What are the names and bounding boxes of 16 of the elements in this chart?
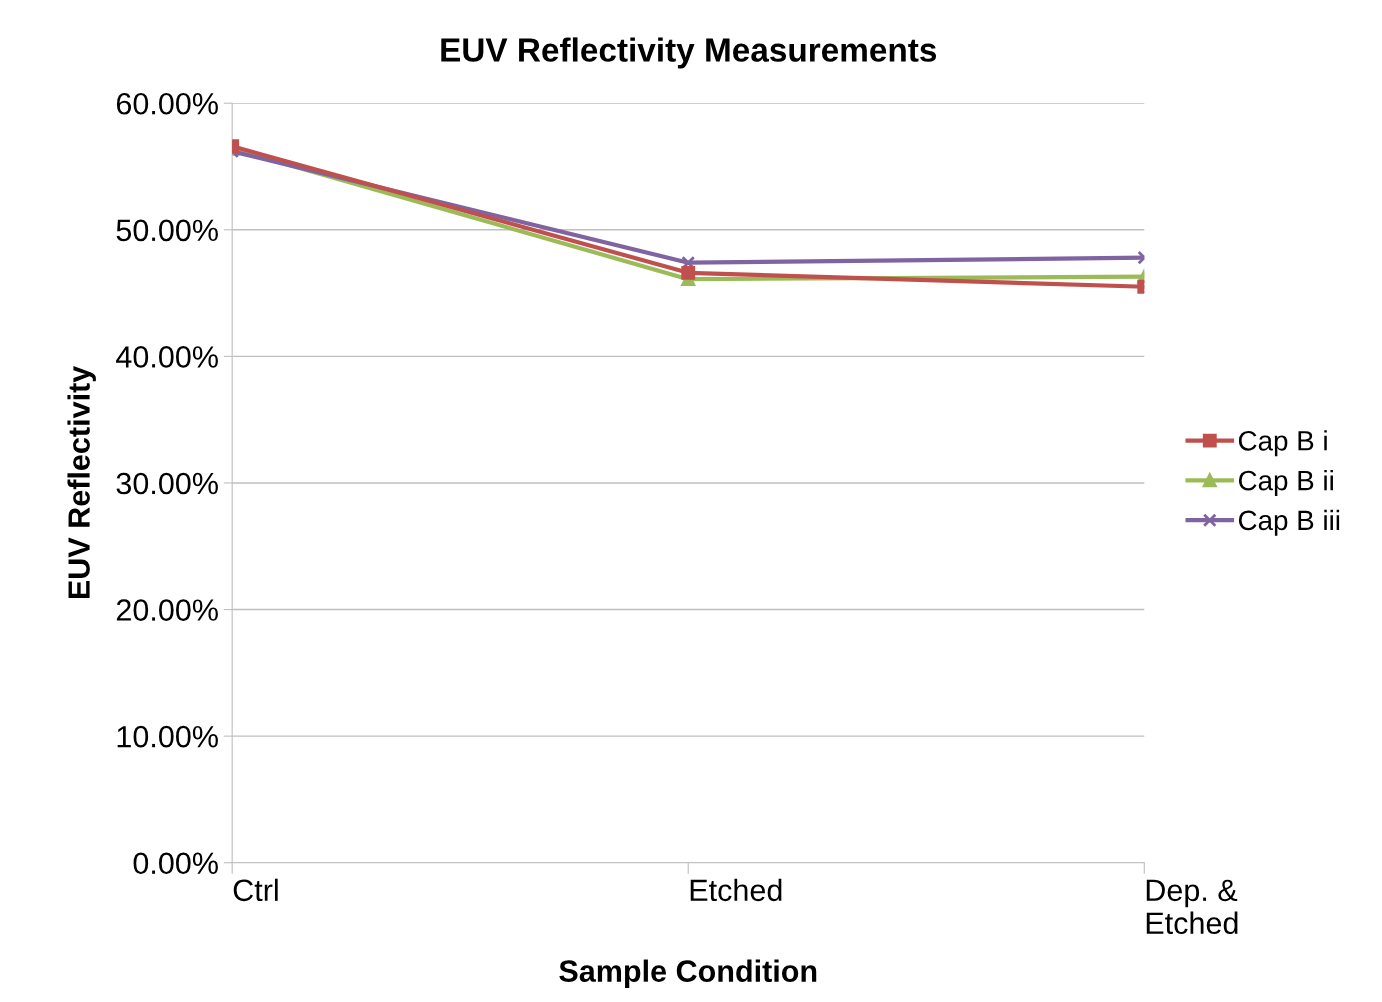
- legend-label: Cap B ii: [1238, 470, 1333, 496]
- y-tick-label: 20.00%: [116, 599, 218, 621]
- x-axis-title: Sample Condition: [559, 959, 817, 989]
- chart-title: EUV Reflectivity Measurements: [441, 37, 937, 69]
- legend-label: Cap B iii: [1238, 509, 1340, 536]
- y-tick-label: 40.00%: [116, 346, 218, 368]
- y-axis-title: EUV Reflectivity: [67, 365, 96, 599]
- y-tick-label: 30.00%: [116, 472, 218, 495]
- y-tick-label: 50.00%: [116, 219, 218, 242]
- x-tick-label: Dep. & Etched: [1146, 879, 1238, 935]
- legend-label: Cap B i: [1238, 430, 1327, 457]
- y-tick-label: 10.00%: [117, 725, 218, 748]
- y-tick-label: 0.00%: [133, 852, 218, 875]
- y-tick-label: 60.00%: [116, 92, 218, 115]
- x-tick-label: Ctrl: [233, 878, 278, 902]
- x-tick-label: Etched: [690, 878, 782, 902]
